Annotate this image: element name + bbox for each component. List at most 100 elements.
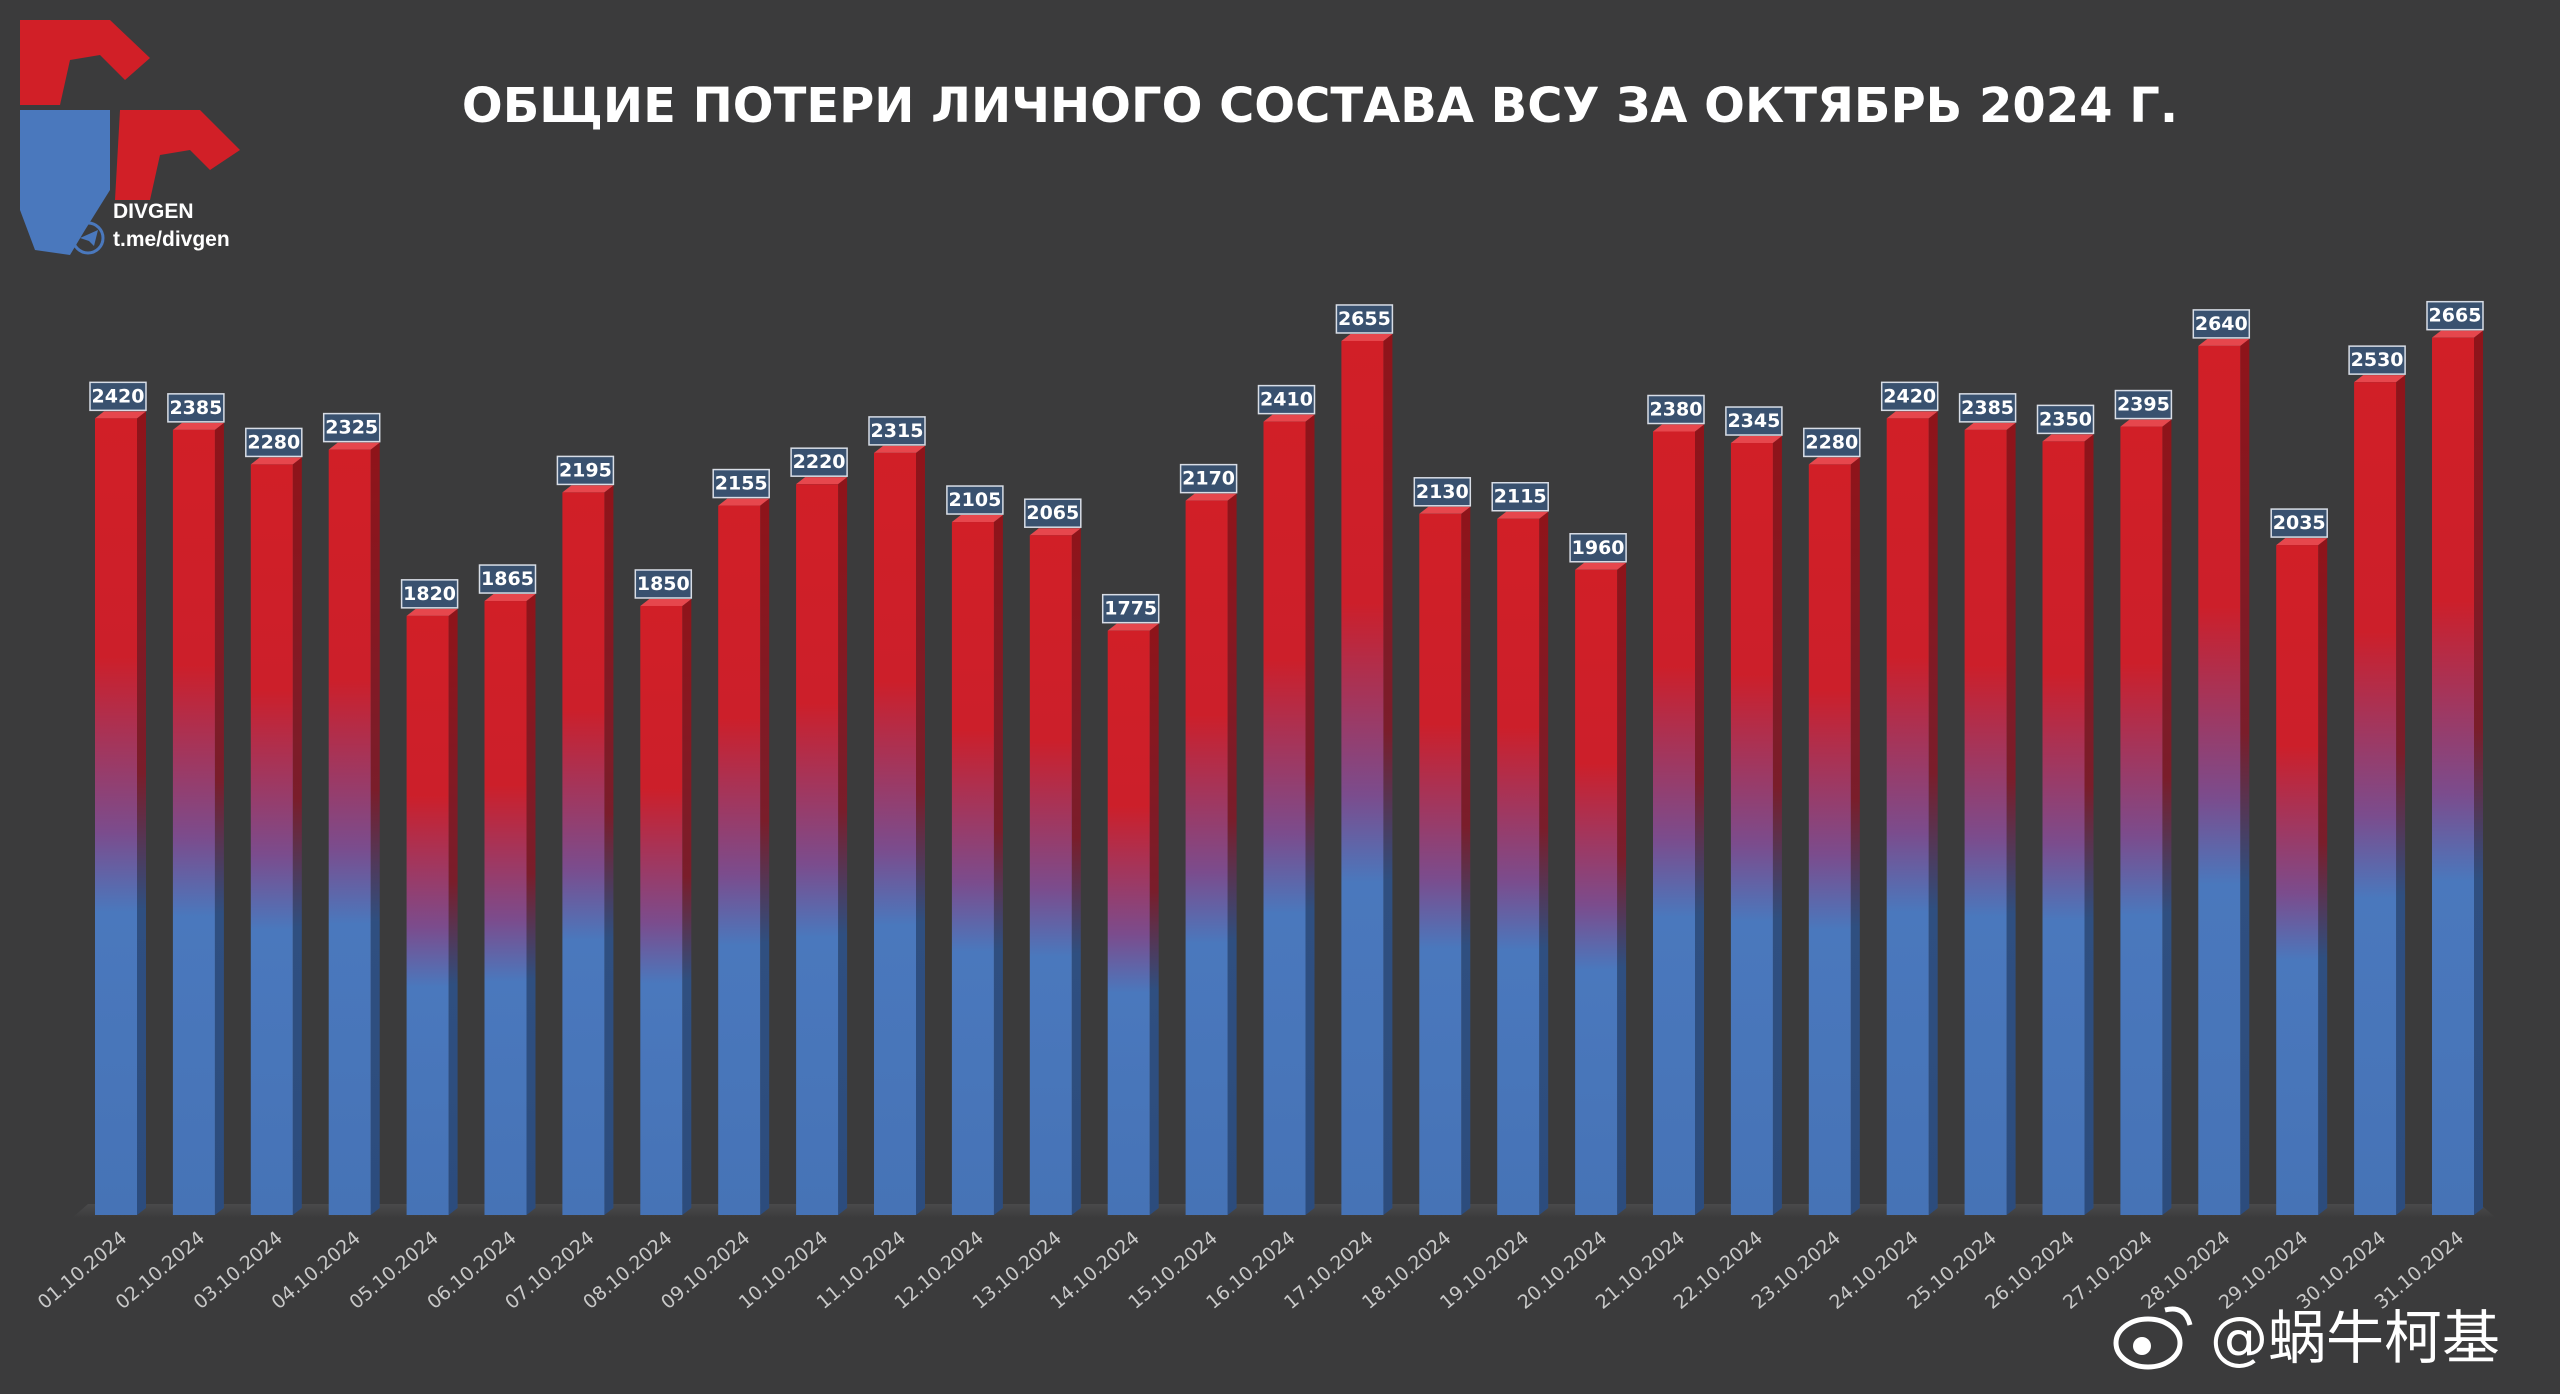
bar-top [1653,424,1704,432]
value-label: 2315 [871,420,924,442]
value-label-box [478,564,537,594]
value-label: 2655 [1338,308,1391,330]
logo-name: DIVGEN [113,200,194,223]
bar-top [796,477,848,485]
bar-side [1772,436,1782,1215]
bar-top [2276,538,2328,546]
bar-14.10.2024: 1775 [1101,593,1160,1215]
bar-side [1383,333,1393,1215]
bar [2042,441,2085,1215]
logo-red-arrow-mid [115,110,240,200]
bar-side [760,498,770,1216]
bar [1886,418,1929,1215]
bar [2432,337,2474,1215]
value-label: 2195 [559,459,612,481]
bar [1419,513,1462,1215]
bar-top [2120,419,2172,427]
value-label: 2420 [92,385,145,407]
bar-top [1341,333,1393,341]
bar-22.10.2024: 2345 [1725,406,1783,1215]
value-label-box [1413,477,1472,507]
value-label: 2530 [2351,349,2404,371]
bar-side [2240,338,2250,1215]
bar-02.10.2024: 2385 [167,393,225,1215]
watermark: @蜗牛柯基 [2113,1304,2500,1372]
logo-blue-shape [20,110,110,255]
value-label: 2155 [715,473,768,495]
bar [2198,345,2241,1215]
x-tick-labels: 01.10.202402.10.202403.10.202404.10.2024… [34,1227,2468,1314]
value-label-box [1024,498,1082,528]
bar-23.10.2024: 2280 [1803,427,1861,1215]
bar-top [718,498,770,506]
bar-06.10.2024: 1865 [478,564,537,1215]
value-label-box [1101,593,1160,624]
bar [1808,464,1851,1215]
bar-03.10.2024: 2280 [245,427,303,1215]
value-label-box [89,381,147,412]
value-label-box [2114,389,2173,420]
bar-side [1461,506,1471,1216]
value-label-box [1803,427,1861,458]
value-label-box [2426,300,2484,331]
bar-01.10.2024: 2420 [89,381,147,1215]
value-label: 2065 [1026,502,1079,524]
bar [1185,500,1228,1215]
bar [328,449,371,1215]
bar-top [1575,562,1627,570]
value-label-box [1335,304,1394,334]
bar-side [2006,422,2016,1215]
bar-top [1107,623,1159,631]
bar [1575,569,1618,1215]
bar-27.10.2024: 2395 [2114,389,2173,1215]
bar-side [370,442,380,1215]
bar-top [328,442,380,450]
bar-top [484,594,536,602]
bar-25.10.2024: 2385 [1958,393,2017,1215]
value-label-box [1179,463,1238,494]
bar-top [2354,375,2406,383]
value-label: 2385 [169,397,222,419]
value-label: 2345 [1727,410,1780,432]
value-label-box [322,412,381,443]
bar [1653,431,1695,1215]
bar [2276,545,2319,1215]
bar [2354,382,2397,1215]
value-label: 2220 [793,451,846,473]
bar-side [448,608,458,1215]
bar-top [172,422,224,430]
bar-30.10.2024: 2530 [2348,345,2406,1215]
value-label-box [167,393,225,423]
bar-top [2432,330,2483,338]
value-label-box [1257,384,1316,415]
bar-side [2396,375,2406,1215]
value-label: 2350 [2039,408,2092,430]
bar-top [562,485,614,493]
value-label: 2170 [1182,468,1235,490]
bar-side [1227,493,1237,1215]
value-label: 2105 [948,489,1001,511]
bar-top [1808,457,1860,465]
bar-11.10.2024: 2315 [868,416,926,1216]
bar-side [1071,528,1081,1215]
value-label: 1960 [1572,537,1625,559]
value-label-box [1725,406,1783,436]
bar-top [1497,511,1549,519]
bar [406,615,449,1215]
value-label: 2410 [1260,389,1313,411]
value-label: 1775 [1104,598,1157,620]
value-label-box [634,569,693,599]
bar-side [682,598,692,1215]
value-label-box [712,468,770,499]
bar [1263,421,1306,1215]
bar [95,418,137,1215]
bar [1730,443,1773,1215]
bar-side [292,457,302,1215]
value-label: 2035 [2273,512,2326,534]
bar-side [1539,511,1549,1215]
bar [718,505,761,1216]
bar [2120,426,2163,1215]
value-label: 2665 [2429,305,2482,327]
value-label-box [946,485,1004,515]
bar [562,492,605,1215]
